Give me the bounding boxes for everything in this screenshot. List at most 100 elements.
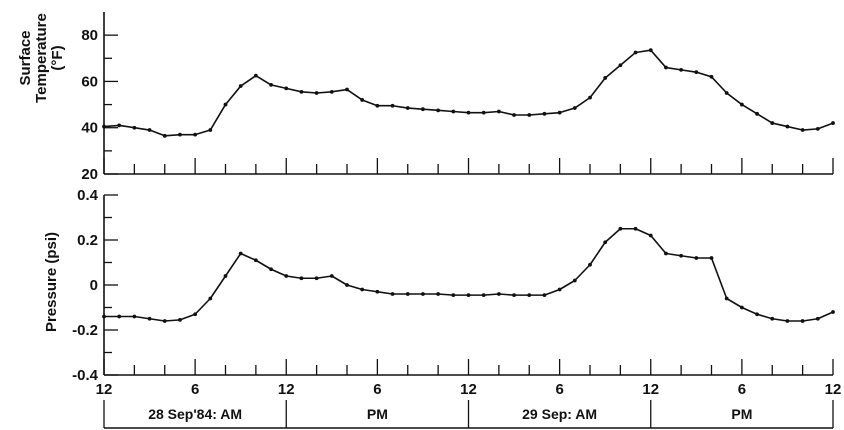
temperature-data-point	[223, 102, 228, 107]
pressure-data-point	[633, 226, 638, 231]
pressure-data-point	[421, 292, 425, 296]
pressure-data-point	[572, 278, 577, 283]
pressure-data-point	[588, 262, 592, 267]
temperature-data-point	[421, 107, 425, 112]
temperature-y-tick-label: 20	[81, 166, 98, 183]
pressure-data-point	[253, 258, 258, 263]
pressure-data-point	[329, 274, 334, 278]
temperature-data-point	[724, 91, 729, 95]
temperature-data-point	[253, 73, 258, 78]
x-tick-label: 6	[373, 381, 381, 398]
pressure-data-point	[345, 283, 349, 287]
pressure-data-point	[299, 276, 304, 281]
pressure-data-point	[679, 253, 684, 258]
pressure-data-point	[664, 251, 668, 256]
temperature-data-point	[102, 124, 106, 129]
pressure-series-line	[104, 227, 834, 322]
pressure-data-point	[496, 292, 501, 296]
temperature-data-point	[648, 48, 653, 53]
x-tick-label: 6	[555, 381, 563, 398]
x-tick-label: 12	[96, 381, 113, 398]
temperature-data-point	[815, 126, 820, 131]
temperature-data-point	[512, 113, 516, 117]
period-label: 29 Sep: AM	[522, 406, 597, 422]
pressure-data-point	[117, 314, 122, 319]
period-label: 28 Sep'84: AM	[148, 406, 242, 422]
pressure-data-point	[223, 274, 228, 278]
temperature-data-point	[299, 89, 304, 94]
temperature-axis-title-line-3: (°F)	[49, 45, 66, 70]
temperature-data-point	[739, 102, 744, 107]
temperature-data-point	[329, 89, 334, 94]
pressure-data-point	[831, 310, 835, 314]
temperature-data-point	[375, 103, 380, 108]
pressure-data-point	[603, 240, 608, 245]
x-tick-label: 12	[642, 381, 659, 398]
temperature-data-point	[679, 67, 684, 72]
temperature-data-point	[618, 63, 623, 68]
temperature-data-point	[284, 86, 289, 91]
pressure-data-point	[269, 267, 273, 272]
pressure-data-point	[466, 293, 471, 298]
pressure-data-point	[512, 293, 516, 298]
temperature-data-point	[390, 103, 395, 108]
temperature-data-point	[694, 70, 699, 75]
temperature-y-tick-label: 40	[81, 120, 98, 137]
temperature-data-point	[208, 128, 213, 132]
pressure-data-point	[542, 293, 547, 298]
temperature-data-point	[162, 133, 167, 138]
pressure-data-point	[162, 319, 167, 323]
temperature-data-point	[557, 110, 562, 115]
x-tick-label: 12	[460, 381, 477, 398]
pressure-data-point	[618, 226, 623, 231]
temperature-y-tick-label: 60	[81, 73, 98, 90]
temperature-axis-title-line-1: Surface	[17, 30, 34, 85]
temperature-data-point	[496, 109, 501, 114]
temperature-data-point	[117, 123, 122, 128]
period-label-row: 28 Sep'84: AM PM 29 Sep: AM PM	[103, 400, 834, 429]
x-tick-label: 12	[278, 381, 295, 398]
pressure-y-tick-label: -0.2	[72, 322, 98, 339]
temperature-data-point	[466, 110, 471, 115]
pressure-data-point	[193, 312, 198, 317]
pressure-data-point	[785, 319, 790, 323]
pressure-data-point	[208, 296, 213, 301]
pressure-panel: Pressure (psi) -0.4 -0.2 0 0.2 0.4	[43, 187, 835, 384]
pressure-data-point	[724, 296, 729, 301]
temperature-data-point	[269, 83, 273, 87]
temperature-data-point	[178, 132, 182, 137]
temperature-data-point	[360, 98, 365, 102]
temperature-data-point	[770, 121, 775, 125]
pressure-data-point	[451, 293, 456, 298]
pressure-data-point	[648, 233, 653, 238]
temperature-data-point	[193, 132, 198, 137]
temperature-data-point	[633, 50, 638, 55]
temperature-data-point	[664, 65, 668, 70]
period-label: PM	[731, 406, 752, 422]
pressure-data-point	[178, 317, 182, 322]
pressure-data-point	[800, 319, 805, 323]
temperature-data-point	[785, 124, 790, 129]
temperature-data-point	[603, 76, 608, 80]
temperature-data-point	[542, 111, 547, 116]
pressure-data-point	[405, 292, 410, 296]
temperature-data-point	[481, 110, 486, 115]
pressure-y-tick-label: 0.2	[77, 232, 98, 249]
temperature-data-point	[831, 121, 835, 125]
temperature-data-point	[238, 84, 243, 88]
pressure-data-point	[755, 312, 759, 317]
x-tick-label: 6	[738, 381, 746, 398]
temperature-data-point	[755, 111, 759, 116]
temperature-data-point	[345, 87, 349, 92]
temperature-y-tick-label: 80	[81, 27, 98, 44]
pressure-data-point	[436, 292, 441, 296]
pressure-data-point	[375, 289, 380, 294]
pressure-data-point	[238, 251, 243, 256]
pressure-data-point	[815, 316, 820, 321]
temperature-data-point	[527, 113, 532, 117]
temperature-data-point	[147, 128, 152, 132]
period-label: PM	[367, 406, 388, 422]
pressure-data-point	[557, 287, 562, 292]
temperature-data-point	[572, 106, 577, 110]
pressure-data-point	[770, 316, 775, 321]
